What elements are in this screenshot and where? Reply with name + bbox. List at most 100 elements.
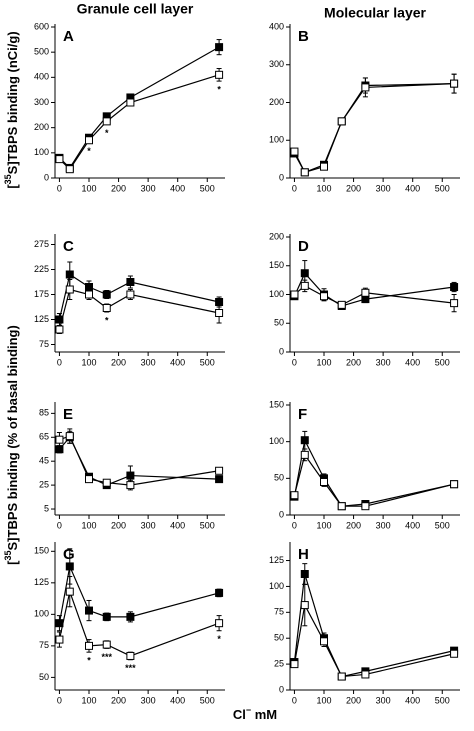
series-line bbox=[59, 74, 220, 171]
x-tick-label: 200 bbox=[346, 695, 361, 705]
marker bbox=[65, 285, 74, 294]
marker bbox=[361, 502, 370, 511]
marker bbox=[85, 290, 93, 299]
marker bbox=[300, 601, 309, 610]
marker bbox=[55, 315, 64, 324]
y-tick-label: 75 bbox=[39, 339, 49, 349]
marker bbox=[85, 606, 93, 615]
panel-label: G bbox=[63, 546, 75, 563]
x-tick-label: 100 bbox=[316, 357, 331, 367]
axis-label: Cl− mM bbox=[233, 705, 277, 722]
y-tick-label: 85 bbox=[39, 408, 49, 418]
y-tick-label: 275 bbox=[34, 239, 49, 249]
label-part: Cl bbox=[233, 707, 246, 722]
x-tick-label: 200 bbox=[346, 357, 361, 367]
marker bbox=[55, 155, 64, 164]
marker bbox=[215, 475, 224, 484]
marker bbox=[126, 471, 135, 480]
axis-label: [35S]TBPS binding (% of basal binding) bbox=[3, 325, 20, 565]
marker bbox=[85, 136, 93, 145]
x-tick-label: 500 bbox=[435, 357, 450, 367]
x-tick-label: 0 bbox=[292, 520, 297, 530]
x-tick-label: 300 bbox=[141, 357, 156, 367]
x-tick-label: 200 bbox=[111, 357, 126, 367]
x-tick-label: 100 bbox=[81, 520, 96, 530]
marker bbox=[65, 587, 74, 596]
panel-label: H bbox=[298, 546, 309, 563]
marker bbox=[300, 168, 309, 177]
x-tick-label: 0 bbox=[57, 183, 62, 193]
x-tick-label: 100 bbox=[81, 357, 96, 367]
marker bbox=[300, 450, 309, 459]
y-tick-label: 400 bbox=[269, 21, 284, 31]
column-title: Molecular layer bbox=[324, 5, 426, 21]
marker bbox=[320, 478, 328, 486]
y-tick-label: 150 bbox=[34, 546, 49, 556]
y-tick-label: 500 bbox=[34, 47, 49, 57]
x-tick-label: 500 bbox=[435, 520, 450, 530]
series-line bbox=[58, 564, 220, 624]
x-tick-label: 200 bbox=[346, 520, 361, 530]
y-tick-label: 0 bbox=[44, 172, 49, 182]
significance: * bbox=[105, 128, 109, 138]
x-tick-label: 100 bbox=[81, 183, 96, 193]
x-tick-label: 300 bbox=[141, 695, 156, 705]
series-line bbox=[293, 83, 455, 174]
series-line bbox=[293, 438, 455, 507]
panel-label: A bbox=[63, 28, 74, 45]
marker bbox=[337, 117, 346, 126]
x-tick-label: 100 bbox=[81, 695, 96, 705]
x-tick-label: 400 bbox=[405, 520, 420, 530]
marker bbox=[126, 278, 135, 286]
y-tick-label: 50 bbox=[274, 318, 284, 328]
x-tick-label: 400 bbox=[405, 183, 420, 193]
marker bbox=[450, 79, 459, 88]
y-tick-label: 50 bbox=[39, 672, 49, 682]
y-tick-label: 100 bbox=[269, 581, 284, 591]
marker bbox=[290, 147, 299, 156]
x-tick-label: 500 bbox=[435, 183, 450, 193]
panel-label: D bbox=[298, 238, 309, 255]
marker bbox=[126, 98, 135, 107]
label-part: mM bbox=[251, 707, 277, 722]
marker bbox=[290, 660, 299, 669]
marker bbox=[55, 435, 64, 444]
significance: * bbox=[87, 656, 91, 666]
marker bbox=[300, 269, 309, 278]
y-tick-label: 125 bbox=[34, 577, 49, 587]
marker bbox=[102, 304, 111, 312]
marker bbox=[450, 649, 459, 658]
panel-label: C bbox=[63, 238, 74, 255]
significance: * bbox=[217, 634, 221, 644]
y-tick-label: 400 bbox=[34, 72, 49, 82]
marker bbox=[215, 588, 224, 597]
marker bbox=[65, 165, 74, 174]
significance: * bbox=[217, 84, 221, 94]
significance: *** bbox=[125, 663, 136, 673]
marker bbox=[102, 290, 111, 299]
y-tick-label: 200 bbox=[34, 122, 49, 132]
x-tick-label: 200 bbox=[111, 695, 126, 705]
x-tick-label: 0 bbox=[292, 357, 297, 367]
marker bbox=[337, 502, 346, 511]
x-tick-label: 300 bbox=[141, 520, 156, 530]
marker bbox=[300, 570, 309, 578]
y-tick-label: 100 bbox=[269, 436, 284, 446]
marker bbox=[85, 475, 93, 484]
panel-label: B bbox=[298, 28, 309, 45]
x-tick-label: 500 bbox=[200, 183, 215, 193]
marker bbox=[55, 635, 64, 644]
significance: *** bbox=[101, 652, 112, 662]
marker bbox=[215, 619, 224, 628]
column-title: Granule cell layer bbox=[77, 1, 194, 17]
marker bbox=[85, 641, 93, 650]
x-tick-label: 100 bbox=[316, 183, 331, 193]
x-tick-label: 0 bbox=[292, 695, 297, 705]
marker bbox=[126, 651, 135, 660]
label-part: [ bbox=[5, 560, 20, 565]
y-tick-label: 50 bbox=[274, 633, 284, 643]
marker bbox=[102, 117, 111, 126]
marker bbox=[215, 466, 224, 475]
series-line bbox=[58, 589, 220, 657]
